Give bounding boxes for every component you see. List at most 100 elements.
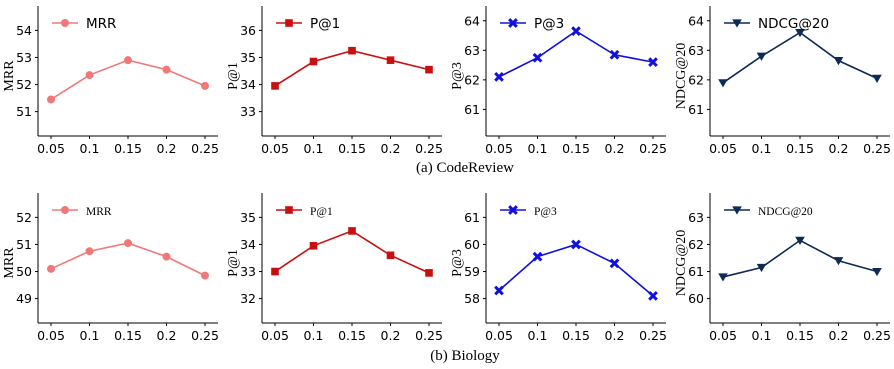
legend-marker <box>732 19 742 28</box>
data-point <box>532 251 543 262</box>
legend-label: NDCG@20 <box>758 206 813 218</box>
x-tick-label: 0.15 <box>786 328 814 343</box>
chart-panel-5: 0.05 0.1 0.15 0.2 0.25 32 33 34 35 P@1 P@1 <box>226 193 443 343</box>
x-tick-label: 0.15 <box>786 141 814 156</box>
y-tick-label: 53 <box>16 50 32 65</box>
y-tick-label: 62 <box>688 72 704 87</box>
x-tick-label: 0.05 <box>261 141 289 156</box>
data-point <box>201 81 209 90</box>
y-tick-label: 51 <box>16 104 32 119</box>
chart-panel-1: 0.05 0.1 0.15 0.2 0.25 33 34 35 36 P@1 P@1 <box>226 6 443 156</box>
x-tick-label: 0.05 <box>37 328 65 343</box>
x-tick-label: 0.05 <box>485 328 513 343</box>
y-axis-label: P@3 <box>450 62 465 90</box>
data-point <box>309 57 318 66</box>
data-point <box>648 57 658 67</box>
chart-panel-2: 0.05 0.1 0.15 0.2 0.25 61 62 63 64 P@3 P@3 <box>450 6 667 156</box>
x-tick-label: 0.25 <box>863 328 891 343</box>
x-tick-label: 0.15 <box>114 328 142 343</box>
data-point <box>386 251 395 260</box>
legend-marker <box>285 206 293 214</box>
y-axis-label: P@1 <box>226 249 241 277</box>
data-point <box>756 263 767 273</box>
data-point <box>571 239 581 250</box>
x-tick-label: 0.1 <box>80 141 100 156</box>
series-line <box>722 239 878 278</box>
data-point <box>609 49 620 60</box>
legend-label: MRR <box>86 16 116 32</box>
data-point <box>85 71 94 80</box>
y-tick-label: 61 <box>688 102 704 117</box>
x-tick-label: 0.25 <box>191 141 219 156</box>
y-tick-label: 61 <box>688 264 704 279</box>
y-tick-label: 62 <box>464 72 480 87</box>
y-tick-label: 33 <box>240 264 256 279</box>
y-tick-label: 59 <box>464 264 480 279</box>
chart-panel-6: 0.05 0.1 0.15 0.2 0.25 58 59 60 61 P@3 P@3 <box>450 193 667 343</box>
series-line <box>274 230 430 274</box>
y-tick-label: 51 <box>16 237 32 252</box>
legend-label: P@1 <box>310 16 340 32</box>
data-point <box>795 236 805 245</box>
y-axis-label: NDCG@20 <box>674 43 689 110</box>
x-tick-label: 0.15 <box>562 141 590 156</box>
data-point <box>795 28 805 38</box>
y-tick-label: 60 <box>464 237 480 252</box>
data-point <box>833 57 844 66</box>
legend-marker <box>508 205 518 215</box>
legend-marker <box>508 18 518 28</box>
y-tick-label: 49 <box>16 291 32 306</box>
y-tick-label: 50 <box>16 264 32 279</box>
y-tick-label: 61 <box>464 102 480 117</box>
y-tick-label: 64 <box>688 13 704 28</box>
y-tick-label: 62 <box>688 237 704 252</box>
data-point <box>271 267 279 276</box>
y-tick-label: 34 <box>240 237 256 252</box>
x-tick-label: 0.05 <box>485 141 513 156</box>
x-tick-label: 0.1 <box>80 328 100 343</box>
legend-marker <box>61 206 69 214</box>
data-point <box>872 267 882 277</box>
x-tick-label: 0.05 <box>37 141 65 156</box>
data-point <box>425 65 433 74</box>
data-point <box>648 291 658 301</box>
y-tick-label: 36 <box>240 23 256 38</box>
chart-panel-7: 0.05 0.1 0.15 0.2 0.25 60 61 62 63 NDCG@20 NDCG@20 <box>674 193 891 343</box>
y-axis-label: P@1 <box>226 62 241 90</box>
y-tick-label: 54 <box>16 23 32 38</box>
x-tick-label: 0.15 <box>338 141 366 156</box>
caption-biology: (b) Biology <box>430 348 500 364</box>
x-tick-label: 0.2 <box>157 328 177 343</box>
y-tick-label: 63 <box>464 43 480 58</box>
caption-codereview: (a) CodeReview <box>416 160 514 176</box>
x-tick-label: 0.2 <box>829 141 849 156</box>
legend-label: P@1 <box>310 206 333 218</box>
x-tick-label: 0.1 <box>304 328 324 343</box>
y-tick-label: 64 <box>464 13 480 28</box>
x-tick-label: 0.2 <box>381 328 401 343</box>
x-tick-label: 0.05 <box>261 328 289 343</box>
y-tick-label: 61 <box>464 210 480 225</box>
y-tick-label: 35 <box>240 210 256 225</box>
x-tick-label: 0.2 <box>829 328 849 343</box>
x-tick-label: 0.2 <box>157 141 177 156</box>
x-tick-label: 0.1 <box>752 328 772 343</box>
x-tick-label: 0.15 <box>562 328 590 343</box>
series-line <box>50 242 206 277</box>
series-line <box>722 31 878 84</box>
data-point <box>201 271 209 280</box>
x-tick-label: 0.2 <box>381 141 401 156</box>
y-tick-label: 52 <box>16 210 32 225</box>
x-tick-label: 0.05 <box>709 328 737 343</box>
data-point <box>386 56 395 64</box>
data-point <box>348 227 356 235</box>
data-point <box>571 26 581 36</box>
chart-panel-4: 0.05 0.1 0.15 0.2 0.25 49 50 51 52 MRR MRR <box>2 193 219 343</box>
data-point <box>162 252 171 261</box>
x-tick-label: 0.25 <box>415 328 443 343</box>
x-tick-label: 0.15 <box>338 328 366 343</box>
x-tick-label: 0.25 <box>191 328 219 343</box>
data-point <box>47 95 55 104</box>
data-point <box>756 52 767 61</box>
